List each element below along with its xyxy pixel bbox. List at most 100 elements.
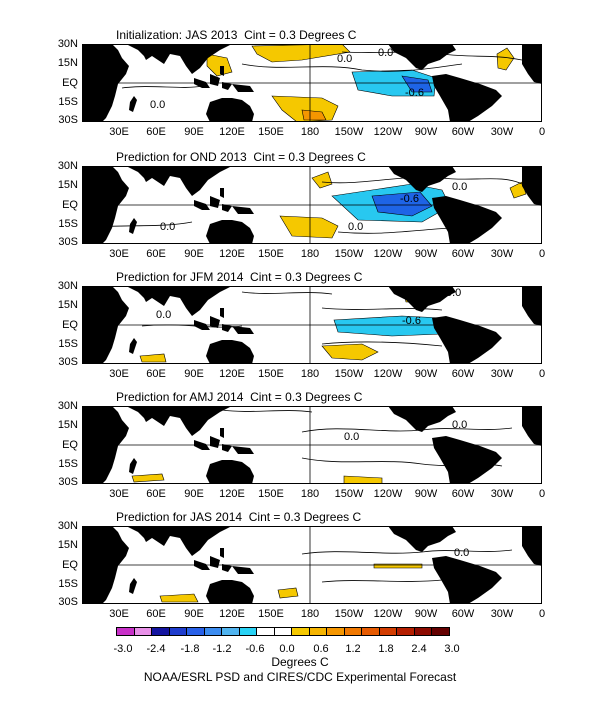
lon-label: 180	[300, 248, 320, 260]
lon-label: 30W	[490, 368, 514, 380]
lon-label: 150W	[334, 248, 364, 260]
lon-label: 90E	[184, 608, 204, 620]
lon-label: 30E	[109, 368, 129, 380]
contour-label: 0.0	[160, 221, 175, 233]
lon-label: 120W	[373, 488, 403, 500]
contour-line	[337, 227, 453, 234]
colorbar-label: 1.2	[345, 643, 361, 655]
lon-label: 0	[538, 126, 546, 138]
lon-label: 150E	[258, 126, 284, 138]
warm-anomaly-core	[301, 109, 327, 121]
colorbar-label: 3.0	[444, 643, 460, 655]
lat-label: 30N	[57, 280, 78, 292]
lon-label: 60W	[451, 488, 475, 500]
lon-label: 150E	[258, 488, 284, 500]
land-mass	[206, 580, 254, 604]
lon-label: 60E	[146, 488, 166, 500]
lat-label: 30S	[58, 476, 78, 488]
land-mass	[232, 566, 254, 574]
land-mass	[129, 96, 137, 112]
colorbar-label: 1.8	[378, 643, 394, 655]
contour-label: 0.0	[150, 99, 165, 111]
lon-label: 60E	[146, 248, 166, 260]
colorbar-segment	[238, 627, 257, 636]
sst-anomaly-map: 0.0 0.0 0.0 -0.6	[82, 166, 542, 244]
lon-label: 30E	[109, 488, 129, 500]
lon-label: 30W	[490, 248, 514, 260]
land-mass	[522, 44, 542, 84]
colorbar-segment	[343, 627, 362, 636]
lon-label: 120W	[373, 608, 403, 620]
contour-line	[241, 63, 463, 72]
warm-anomaly-region	[251, 44, 351, 63]
panel-title: Prediction for JAS 2014 Cint = 0.3 Degre…	[116, 510, 362, 524]
land-mass	[126, 44, 232, 74]
lat-label: 30S	[58, 114, 78, 126]
colorbar-segment	[273, 627, 292, 636]
colorbar	[116, 627, 450, 636]
colorbar-segment	[326, 627, 345, 636]
map-panel: Initialization: JAS 2013 Cint = 0.3 Degr…	[0, 28, 600, 152]
land-mass	[220, 188, 224, 198]
warm-anomaly-region	[311, 171, 333, 189]
lat-label: 15N	[57, 179, 78, 191]
lon-label: 150W	[334, 368, 364, 380]
land-mass	[129, 578, 137, 594]
land-mass	[232, 206, 254, 214]
lat-label: 15N	[57, 419, 78, 431]
lon-label: 150E	[258, 368, 284, 380]
contour-label: 0.0	[156, 309, 171, 321]
cool-anomaly-region	[333, 315, 443, 337]
land-mass	[388, 44, 456, 70]
contour-label: -0.6	[402, 315, 421, 327]
warm-anomaly-region	[321, 343, 379, 361]
lat-label: EQ	[62, 199, 78, 211]
lat-label: 15S	[58, 96, 78, 108]
warm-anomaly-region	[131, 473, 165, 483]
warm-anomaly-region	[373, 563, 423, 569]
lat-label: EQ	[62, 559, 78, 571]
colorbar-segment	[116, 627, 135, 636]
lon-label: 120E	[219, 126, 245, 138]
colorbar-label: 0.6	[313, 643, 329, 655]
land-mass	[220, 428, 224, 438]
lon-label: 30E	[109, 248, 129, 260]
lon-label: 90W	[414, 126, 438, 138]
land-mass	[432, 316, 502, 364]
map-panel: Prediction for OND 2013 Cint = 0.3 Degre…	[0, 150, 600, 274]
colorbar-units: Degrees C	[271, 655, 329, 669]
lon-label: 60W	[451, 248, 475, 260]
colorbar-label: 2.4	[411, 643, 427, 655]
lon-label: 0	[538, 608, 546, 620]
lat-label: 15N	[57, 299, 78, 311]
lat-label: 30S	[58, 236, 78, 248]
land-mass	[388, 166, 456, 192]
map-panel: Prediction for JAS 2014 Cint = 0.3 Degre…	[0, 510, 600, 634]
contour-label: 0.0	[452, 181, 467, 193]
colorbar-segment	[308, 627, 327, 636]
colorbar-segment	[431, 627, 450, 636]
colorbar-label: -2.4	[146, 643, 166, 655]
contour-label: 0.0	[446, 287, 461, 299]
lon-label: 90W	[414, 488, 438, 500]
land-mass	[432, 556, 502, 604]
lon-label: 90E	[184, 126, 204, 138]
land-mass	[222, 444, 232, 452]
land-mass	[129, 218, 137, 234]
land-mass	[206, 220, 254, 244]
cool-anomaly-core	[371, 191, 433, 217]
land-mass	[522, 286, 542, 326]
lon-label: 120E	[219, 608, 245, 620]
lon-label: 30E	[109, 608, 129, 620]
panel-title: Initialization: JAS 2013 Cint = 0.3 Degr…	[116, 28, 357, 42]
colorbar-segment	[203, 627, 222, 636]
contour-line	[321, 579, 443, 583]
lon-label: 120W	[373, 368, 403, 380]
map-panel: Prediction for AMJ 2014 Cint = 0.3 Degre…	[0, 390, 600, 514]
lat-label: 15N	[57, 539, 78, 551]
lon-label: 0	[538, 368, 546, 380]
lon-label: 90E	[184, 368, 204, 380]
panel-title: Prediction for AMJ 2014 Cint = 0.3 Degre…	[116, 390, 363, 404]
lon-label: 120W	[373, 126, 403, 138]
lat-label: 30N	[57, 38, 78, 50]
